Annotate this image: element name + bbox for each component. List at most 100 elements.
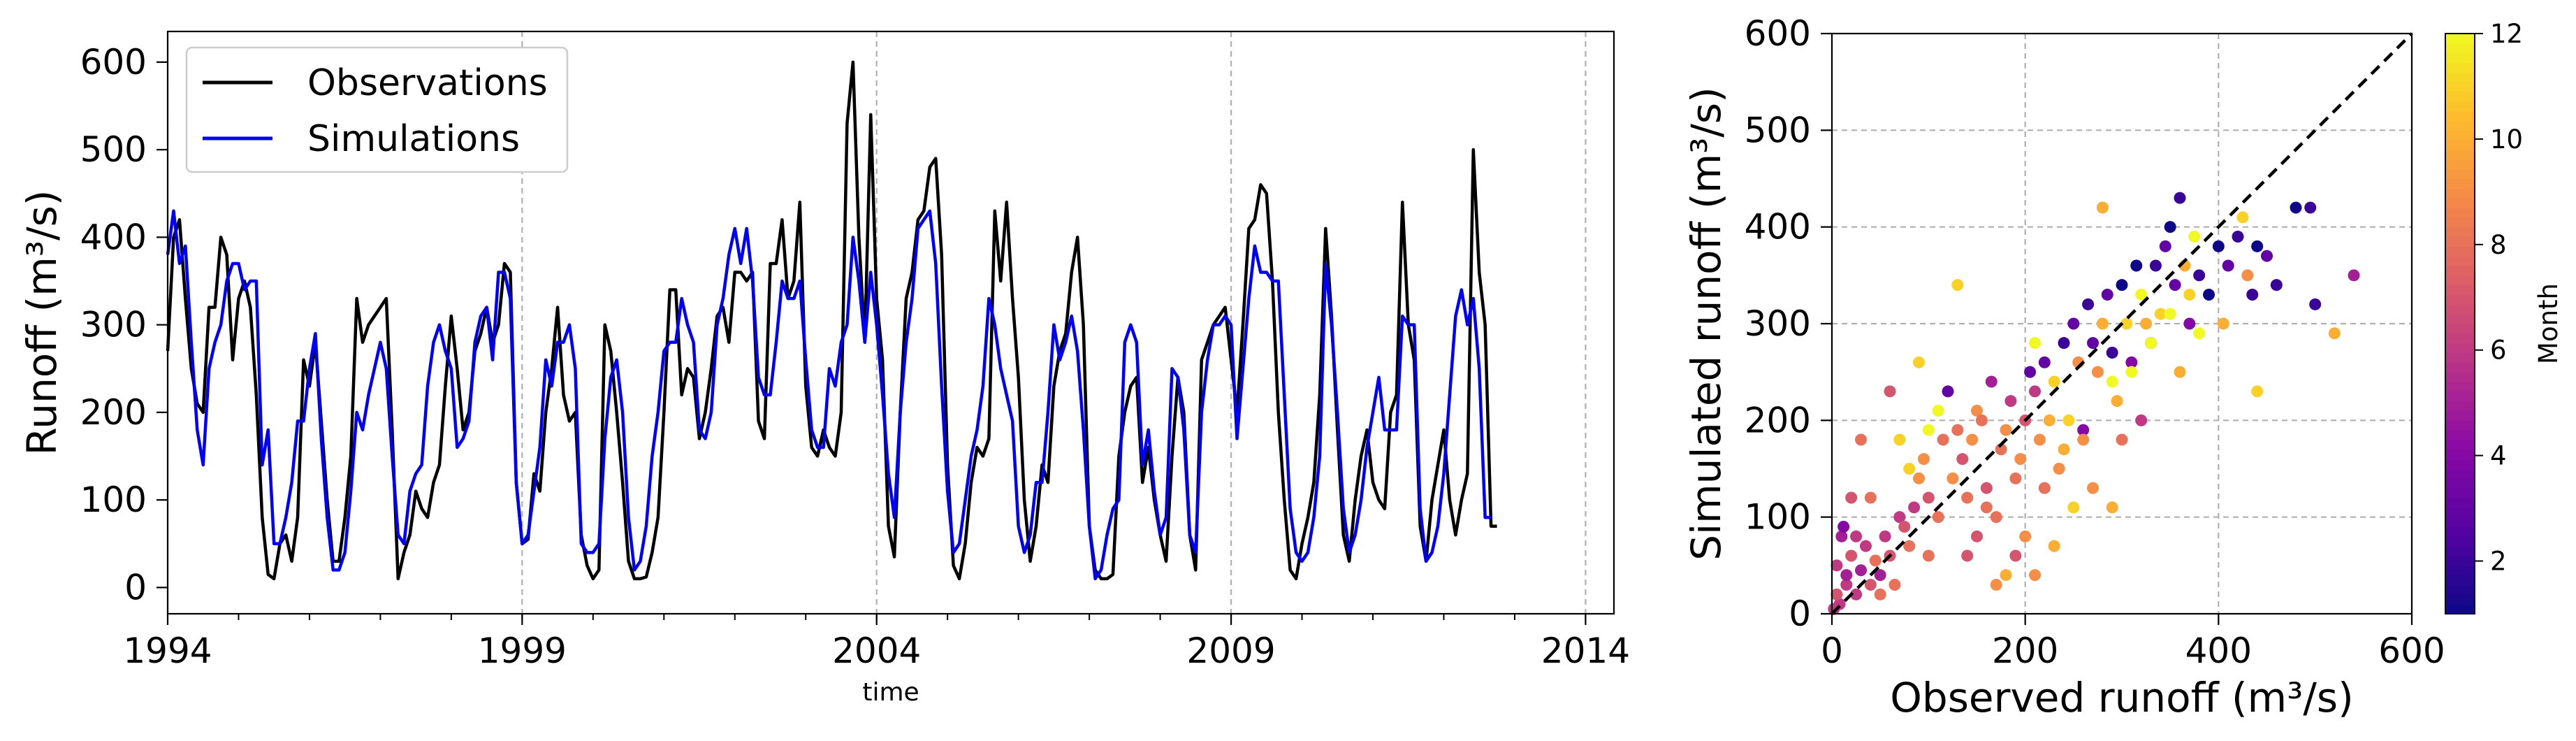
colorbar-segment — [2445, 498, 2475, 508]
scatter-point — [1840, 569, 1853, 582]
colorbar-segment — [2445, 34, 2475, 44]
scatter-point — [1932, 511, 1944, 524]
scatter-point — [2033, 433, 2046, 446]
scatter-point — [2251, 385, 2264, 398]
scatter-point — [2058, 443, 2070, 456]
scatter-point — [2096, 317, 2109, 330]
colorbar-segment — [2445, 440, 2475, 450]
scatter-point — [2135, 289, 2148, 301]
x-tick-label: 2004 — [832, 631, 921, 671]
y-tick-label: 600 — [80, 42, 147, 82]
scatter-chart: 0 200 400 600 0 100 200 300 400 500 600 Observed ru… — [1682, 13, 2445, 721]
colorbar-segment — [2445, 178, 2475, 189]
colorbar-segment — [2445, 72, 2475, 82]
colorbar-segment — [2445, 324, 2475, 334]
scatter-point — [1879, 530, 1891, 542]
scatter-point — [2188, 231, 2201, 243]
colorbar-tick-label: 10 — [2490, 124, 2523, 154]
scatter-point — [2348, 269, 2360, 282]
scatter-point — [2241, 269, 2254, 282]
scatter-point — [2212, 240, 2225, 252]
colorbar-segment — [2445, 217, 2475, 228]
colorbar-segment — [2445, 526, 2475, 537]
scatter-point — [1831, 588, 1843, 600]
colorbar-segment — [2445, 382, 2475, 392]
scatter-point — [2043, 414, 2055, 426]
y-tick-label: 300 — [80, 305, 147, 345]
scatter-point — [1889, 579, 1901, 591]
y-tick-label: 0 — [124, 567, 147, 607]
colorbar-segment — [2445, 275, 2475, 286]
colorbar-segment — [2445, 420, 2475, 431]
scatter-point — [1908, 501, 1921, 514]
y-tick-label: 500 — [80, 129, 147, 170]
scatter-point — [2193, 327, 2206, 340]
colorbar-segment — [2445, 594, 2475, 605]
scatter-point — [1903, 540, 1916, 552]
scatter-point — [1838, 521, 1850, 533]
scatter-point — [1855, 564, 1867, 577]
scatter-point — [1951, 279, 1964, 292]
colorbar-segment — [2445, 208, 2475, 218]
scatter-point — [1942, 385, 1954, 398]
legend-box — [185, 46, 569, 173]
colorbar-segment — [2445, 168, 2475, 180]
scatter-point — [2067, 501, 2080, 514]
scatter-point — [1995, 443, 2007, 456]
colorbar-segment — [2445, 304, 2475, 315]
colorbar-segment — [2445, 352, 2475, 363]
scatter-point — [2062, 414, 2075, 426]
scatter-point — [2048, 375, 2060, 388]
scatter-point — [1917, 453, 1930, 466]
scatter-point — [2029, 337, 2041, 350]
y-tick-label: 600 — [1745, 13, 1811, 54]
scatter-point — [1922, 424, 1935, 436]
colorbar-segment — [2445, 43, 2475, 54]
scatter-point — [1831, 559, 1843, 572]
scatter-point — [1874, 588, 1886, 600]
colorbar-segment — [2445, 391, 2475, 402]
y-tick-label: 400 — [80, 217, 147, 257]
scatter-point — [2096, 201, 2109, 214]
x-tick-label: 2009 — [1186, 631, 1275, 671]
scatter-point — [2203, 289, 2215, 301]
scatter-point — [2116, 279, 2128, 292]
x-tick-label: 2014 — [1541, 631, 1630, 671]
scatter-point — [2029, 385, 2041, 398]
colorbar-segment — [2445, 584, 2475, 595]
scatter-point — [1922, 491, 1935, 504]
scatter-point — [1990, 511, 2002, 524]
scatter-point — [2183, 289, 2196, 301]
y-axis-label: Runoff (m³/s) — [18, 190, 66, 456]
colorbar-segment — [2445, 478, 2475, 489]
colorbar-segment — [2445, 468, 2475, 479]
scatter-point — [2270, 279, 2283, 292]
scatter-point — [2164, 221, 2176, 233]
scatter-point — [2053, 463, 2065, 475]
scatter-point — [1903, 463, 1916, 475]
colorbar-segment — [2445, 488, 2475, 498]
colorbar-segment — [2445, 333, 2475, 344]
colorbar-segment — [2445, 198, 2475, 208]
scatter-point — [2169, 279, 2181, 292]
colorbar-tick-label: 12 — [2490, 19, 2523, 49]
legend: Observations Simulations — [185, 46, 569, 173]
colorbar-segment — [2445, 410, 2475, 421]
scatter-point — [2328, 327, 2341, 340]
y-tick-label: 500 — [1745, 110, 1811, 150]
scatter-point — [2261, 250, 2273, 262]
colorbar-segment — [2445, 256, 2475, 266]
scatter-point — [1884, 385, 1896, 398]
colorbar-segment — [2445, 266, 2475, 276]
colorbar-segment — [2445, 546, 2475, 556]
scatter-point — [1922, 549, 1935, 562]
y-axis-label: Simulated runoff (m³/s) — [1682, 87, 1730, 561]
scatter-point — [2164, 308, 2176, 320]
colorbar-segment — [2445, 120, 2475, 131]
scatter-point — [1845, 491, 1858, 504]
scatter-point — [2159, 240, 2171, 252]
colorbar-segment — [2445, 575, 2475, 586]
scatter-point — [2125, 366, 2138, 378]
scatter-point — [2111, 395, 2123, 408]
